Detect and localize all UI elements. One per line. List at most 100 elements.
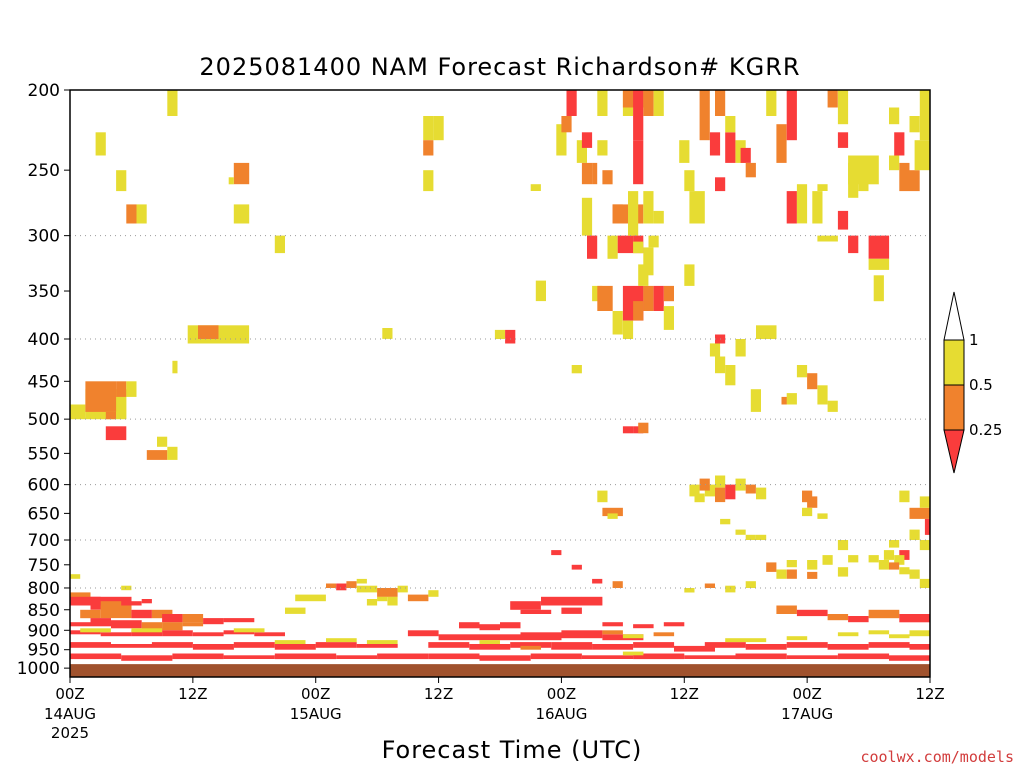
heatmap-cell <box>356 585 378 593</box>
heatmap-cell <box>607 513 618 519</box>
heatmap-cell <box>346 581 357 588</box>
heatmap-cell <box>581 596 603 606</box>
heatmap-cell <box>766 562 777 572</box>
heatmap-cell <box>663 306 674 330</box>
heatmap-cell <box>837 132 849 148</box>
heatmap-cell <box>720 518 731 525</box>
heatmap-cell <box>428 653 480 660</box>
heatmap-cell <box>597 90 608 116</box>
heatmap-cell <box>607 235 618 259</box>
y-tick-label: 450 <box>28 372 60 392</box>
heatmap-cell <box>576 140 587 163</box>
heatmap-cell <box>326 638 357 643</box>
heatmap-cell <box>786 569 797 579</box>
heatmap-cell <box>776 569 787 579</box>
heatmap-cell <box>70 404 86 420</box>
heatmap-cell <box>172 360 178 374</box>
heatmap-cell <box>95 132 106 156</box>
heatmap-cell <box>868 642 910 648</box>
heatmap-cell <box>356 644 398 648</box>
heatmap-cell <box>500 622 521 629</box>
heatmap-cell <box>756 325 777 339</box>
heatmap-cell <box>837 540 849 551</box>
heatmap-cell <box>592 644 634 650</box>
heatmap-cell <box>909 644 930 650</box>
heatmap-cell <box>233 162 250 185</box>
heatmap-cell <box>868 609 900 619</box>
heatmap-cell <box>628 191 639 236</box>
heatmap-cell <box>541 596 582 606</box>
heatmap-cell <box>356 578 367 584</box>
heatmap-cell <box>796 609 828 617</box>
heatmap-cell <box>70 574 81 579</box>
heatmap-cell <box>111 644 152 648</box>
heatmap-cell <box>162 630 193 637</box>
heatmap-cell <box>70 596 101 606</box>
heatmap-cell <box>699 90 710 141</box>
heatmap-cell <box>387 596 398 606</box>
heatmap-cell <box>684 655 736 659</box>
heatmap-cell <box>633 140 644 185</box>
x-tick-label: 00Z <box>55 685 84 703</box>
heatmap-cell <box>182 614 204 623</box>
heatmap-cell <box>725 365 736 386</box>
heatmap-cell <box>602 622 623 627</box>
heatmap-cell <box>105 426 127 441</box>
heatmap-cell <box>812 191 823 224</box>
heatmap-cell <box>622 320 634 339</box>
heatmap-cell <box>551 550 562 556</box>
heatmap-cell <box>459 622 480 629</box>
heatmap-cell <box>520 645 541 650</box>
heatmap-cell <box>745 162 756 178</box>
heatmap-cell <box>807 571 818 579</box>
heatmap-cell <box>883 550 895 560</box>
y-tick-label: 350 <box>28 282 60 302</box>
heatmap-cell <box>633 642 675 648</box>
heatmap-cell <box>786 560 797 568</box>
heatmap-cell <box>100 605 132 619</box>
heatmap-cell <box>633 624 654 629</box>
heatmap-cell <box>679 140 690 163</box>
heatmap-cell <box>126 204 137 224</box>
heatmap-cell <box>551 642 593 650</box>
heatmap-cell <box>131 609 152 619</box>
heatmap-cell <box>100 632 132 637</box>
heatmap-cell <box>469 644 511 650</box>
heatmap-cell <box>479 655 531 661</box>
x-tick-year: 2025 <box>51 724 89 742</box>
heatmap-cell <box>479 640 500 644</box>
heatmap-cell <box>725 585 736 593</box>
heatmap-cell <box>366 599 378 606</box>
heatmap-cell <box>520 609 552 614</box>
heatmap-cell <box>894 132 905 156</box>
y-tick-label: 950 <box>28 641 60 661</box>
heatmap-cell <box>285 607 306 614</box>
heatmap-cell <box>223 655 275 659</box>
heatmap-cell <box>715 177 726 192</box>
heatmap-cell <box>889 562 900 570</box>
heatmap-cell <box>121 585 132 591</box>
heatmap-cell <box>704 484 715 497</box>
heatmap-cell <box>157 436 168 447</box>
heatmap-cell <box>274 653 337 660</box>
y-tick-label: 700 <box>28 531 60 551</box>
heatmap-cell <box>336 655 378 659</box>
heatmap-cell <box>336 583 347 591</box>
heatmap-cell <box>162 614 183 623</box>
heatmap-cell <box>90 618 111 627</box>
heatmap-cell <box>725 638 767 643</box>
credit-text[interactable]: coolwx.com/models <box>860 748 1014 766</box>
heatmap-cell <box>182 622 204 627</box>
heatmap-cell <box>622 634 644 639</box>
heatmap-cell <box>438 634 480 641</box>
y-tick-label: 200 <box>28 81 60 101</box>
heatmap-cell <box>689 484 700 497</box>
heatmap-cell <box>909 630 930 637</box>
heatmap-cell <box>85 381 117 412</box>
heatmap-cell <box>423 140 434 156</box>
heatmap-cell <box>756 487 767 500</box>
heatmap-cell <box>633 301 644 321</box>
heatmap-cell <box>505 329 516 344</box>
heatmap-cell <box>653 90 664 116</box>
